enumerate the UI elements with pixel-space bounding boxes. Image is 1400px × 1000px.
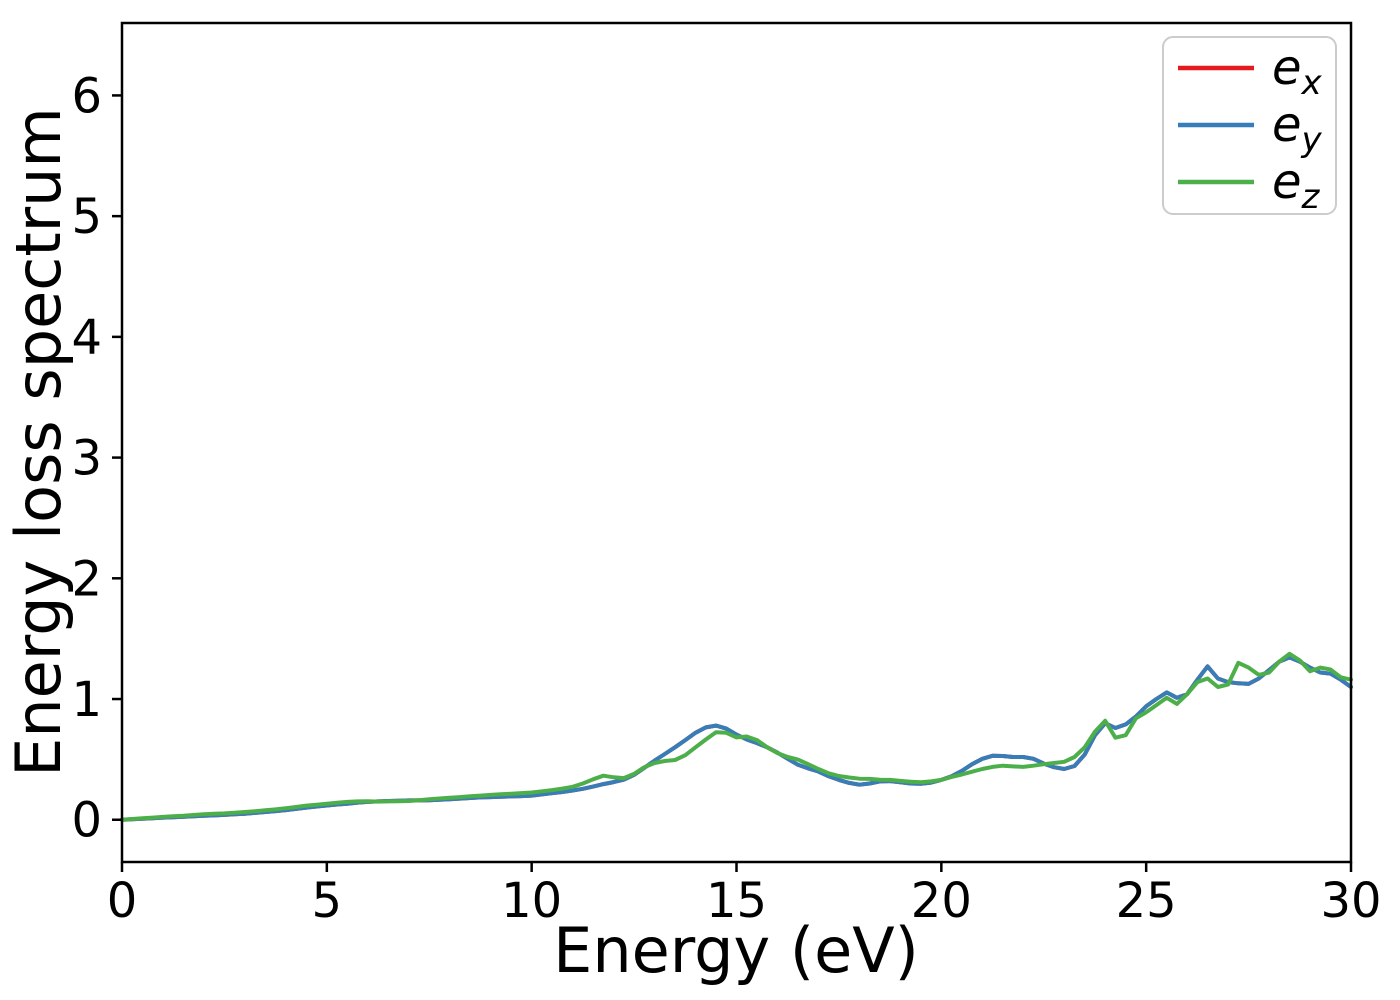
y-tick-label: 2: [71, 551, 102, 607]
y-axis-label: Energy loss spectrum: [2, 107, 75, 777]
axes-layer: 0 5 10 15 20 25 30 0 1 2 3 4 5 6: [71, 21, 1382, 929]
legend-label-sub: x: [1301, 63, 1323, 103]
legend-label-sub: z: [1301, 177, 1321, 217]
y-tick-label: 1: [71, 672, 102, 728]
y-tick-label: 4: [71, 310, 102, 366]
x-tick-label: 30: [1320, 873, 1381, 929]
legend-label-sub: y: [1301, 120, 1323, 160]
y-tick-label: 6: [71, 68, 102, 124]
y-tick-label: 5: [71, 189, 102, 245]
legend-label-base: e: [1272, 40, 1302, 96]
y-tick-label: 0: [71, 793, 102, 849]
x-tick-label: 10: [501, 873, 562, 929]
x-tick-label: 0: [107, 873, 138, 929]
y-tick-label: 3: [71, 431, 102, 487]
x-tick-label: 25: [1116, 873, 1177, 929]
x-axis-label: Energy (eV): [553, 914, 919, 987]
series-layer: [120, 651, 1353, 822]
legend-label-e_x: ex: [1272, 40, 1323, 103]
x-tick-label: 20: [911, 873, 972, 929]
legend-label-base: e: [1272, 97, 1302, 153]
legend-label-base: e: [1272, 154, 1302, 210]
x-tick-label: 5: [312, 873, 343, 929]
series-line-e_z: [120, 651, 1353, 822]
x-tick-label: 15: [706, 873, 767, 929]
legend-label-e_z: ez: [1272, 154, 1321, 217]
legend-label-e_y: ey: [1272, 97, 1323, 160]
